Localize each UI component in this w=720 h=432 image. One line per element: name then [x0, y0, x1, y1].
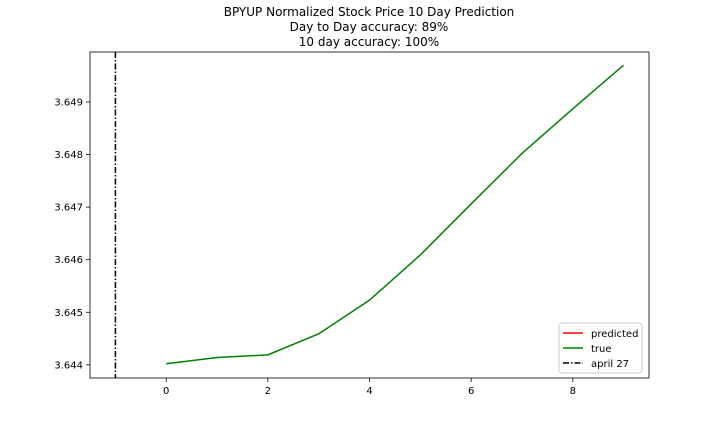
legend-label-april-27: april 27	[591, 359, 629, 370]
legend-box	[558, 322, 643, 374]
legend-label-true: true	[591, 344, 612, 355]
x-tick-label: 2	[265, 386, 271, 397]
y-tick-label: 3.645	[54, 308, 83, 319]
y-tick-label: 3.648	[54, 150, 83, 161]
chart-title-line-3: 10 day accuracy: 100%	[299, 35, 439, 49]
legend: predicted true april 27	[558, 322, 643, 374]
x-tick-label: 0	[163, 386, 169, 397]
chart-title: BPYUP Normalized Stock Price 10 Day Pred…	[224, 5, 515, 49]
x-tick-label: 6	[468, 386, 474, 397]
chart-title-line-2: Day to Day accuracy: 89%	[290, 20, 449, 34]
chart-title-line-1: BPYUP Normalized Stock Price 10 Day Pred…	[224, 5, 515, 19]
legend-label-predicted: predicted	[591, 329, 638, 340]
y-tick-label: 3.644	[54, 360, 83, 371]
x-tick-label: 8	[570, 386, 576, 397]
y-tick-label: 3.647	[54, 203, 83, 214]
x-tick-label: 4	[366, 386, 372, 397]
y-tick-label: 3.646	[54, 255, 83, 266]
plot-area-frame	[89, 51, 650, 379]
y-tick-label: 3.649	[54, 97, 83, 108]
series-line-true	[166, 64, 625, 365]
